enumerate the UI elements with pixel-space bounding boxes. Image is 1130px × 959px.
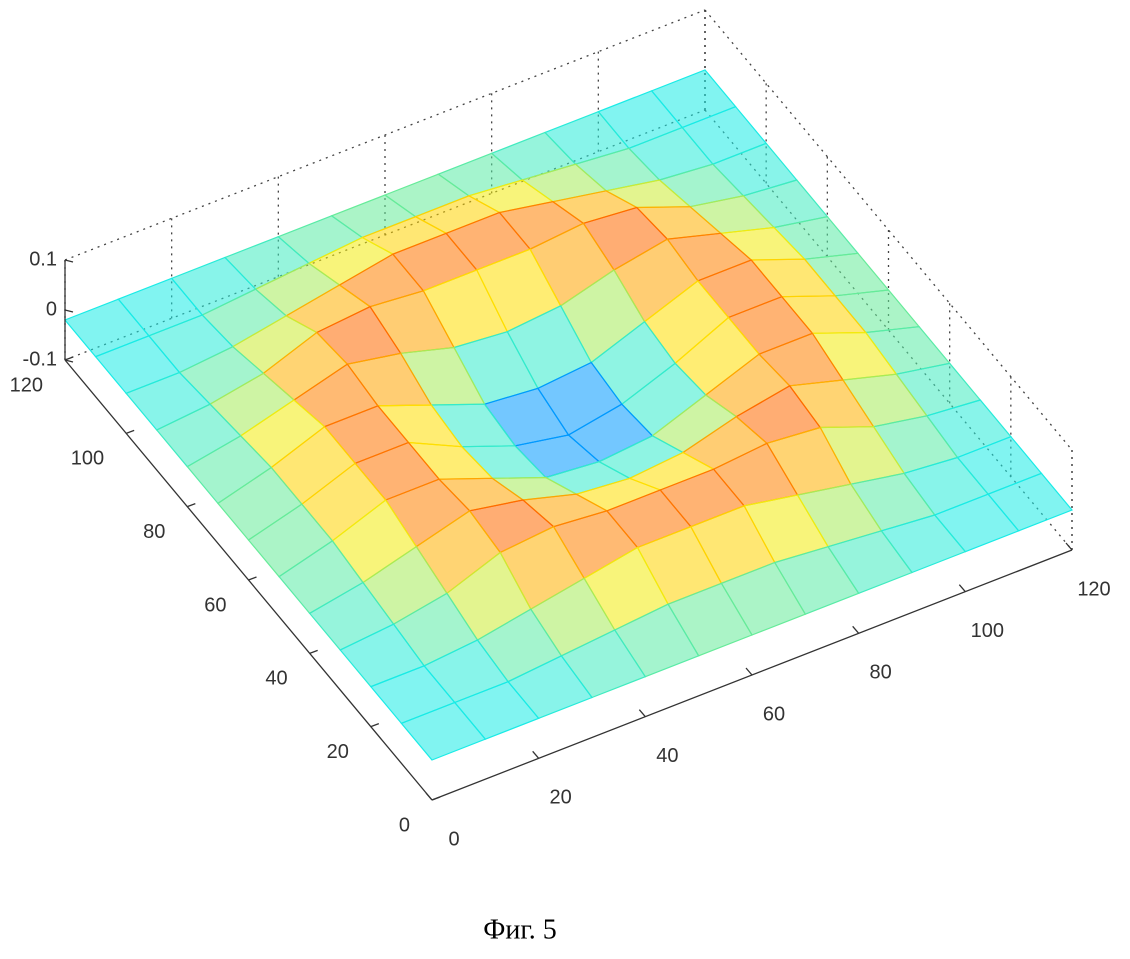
y-tick (126, 430, 134, 433)
z-tick (65, 310, 73, 312)
z-tick-label: 0 (46, 298, 57, 320)
y-tick-label: 60 (204, 594, 226, 616)
x-tick-label: 120 (1077, 578, 1110, 600)
y-tick-label: 40 (265, 668, 287, 690)
x-tick-label: 40 (656, 745, 678, 767)
y-tick-label: 20 (327, 741, 349, 763)
x-tick-label: 100 (971, 620, 1004, 642)
x-tick-label: 0 (448, 828, 459, 850)
y-tick-label: 100 (71, 448, 104, 470)
y-tick (187, 504, 195, 507)
caption: Фиг. 5 (483, 914, 556, 945)
x-tick (853, 626, 859, 633)
x-tick (426, 793, 432, 800)
y-tick (249, 577, 257, 580)
y-tick (432, 797, 440, 800)
x-tick (746, 668, 752, 675)
x-tick (639, 710, 645, 717)
z-tick-label: 0.1 (29, 248, 57, 270)
y-tick (310, 650, 318, 653)
y-tick-label: 0 (399, 814, 410, 836)
x-tick (533, 751, 539, 758)
x-tick-label: 20 (550, 787, 572, 809)
z-tick (65, 260, 73, 262)
x-tick (1066, 543, 1072, 550)
z-tick-label: -0.1 (23, 348, 57, 370)
y-tick-label: 120 (10, 374, 43, 396)
y-tick (371, 724, 379, 727)
x-tick (959, 585, 965, 592)
y-tick-label: 80 (143, 521, 165, 543)
x-tick-label: 80 (870, 662, 892, 684)
chart: Фиг. 5 0 20 40 60 80 100 120 0 20 40 60 80 100 120 -0.… (0, 0, 1130, 954)
x-tick-label: 60 (763, 703, 785, 725)
y-tick (65, 357, 73, 360)
